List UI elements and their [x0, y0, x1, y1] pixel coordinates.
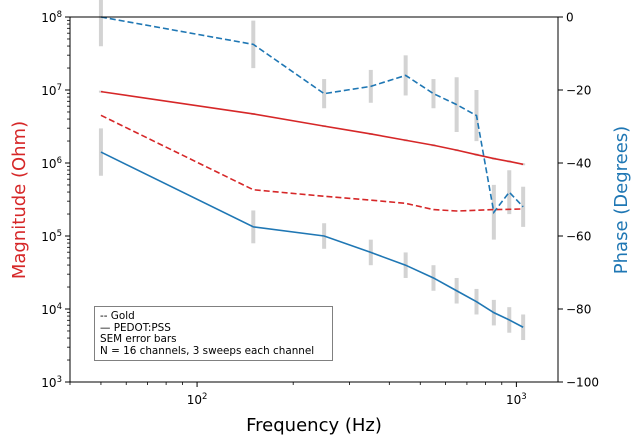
y-right-tick-label: 0	[566, 11, 574, 25]
y-right-tick-label: −20	[566, 84, 591, 98]
plot-frame	[69, 16, 559, 383]
error-bars	[98, 0, 526, 341]
y-left-tick-label: 104	[41, 302, 62, 317]
series-layer	[100, 16, 524, 328]
y-left-tick-label: 106	[41, 156, 62, 171]
left-y-axis-label: Magnitude (Ohm)	[9, 121, 30, 279]
x-tick-label: 102	[187, 392, 208, 407]
right-y-axis-label: Phase (Degrees)	[611, 126, 632, 274]
pedot-magnitude-line	[100, 90, 524, 166]
pedot-phase-line	[100, 151, 524, 328]
gold-phase-line	[100, 16, 524, 215]
legend-line-sem: SEM error bars	[100, 333, 177, 345]
y-right-tick-label: −80	[566, 303, 591, 317]
y-left-tick-label: 108	[41, 10, 62, 25]
x-tick-label: 103	[506, 392, 527, 407]
legend-line-n: N = 16 channels, 3 sweeps each channel	[100, 344, 315, 357]
y-left-tick-label: 105	[41, 229, 62, 244]
y-right-tick-label: −40	[566, 157, 591, 171]
y-right-tick-label: −60	[566, 230, 591, 244]
legend-line-pedot: — PEDOT:PSS	[100, 321, 171, 334]
y-right-tick-label: −100	[566, 376, 599, 390]
y-left-tick-label: 103	[41, 375, 62, 390]
y-left-tick-label: 107	[41, 83, 62, 98]
axis-ticks: 102 103 103 104 105 106 107 108 0 −20 −40 −60 −80 −10…	[41, 10, 599, 407]
x-axis-label: Frequency (Hz)	[246, 415, 382, 436]
legend-line-gold: -- Gold	[100, 310, 135, 322]
gold-magnitude-line	[100, 114, 524, 212]
legend: -- Gold — PEDOT:PSS SEM error bars N = 1…	[94, 306, 333, 361]
